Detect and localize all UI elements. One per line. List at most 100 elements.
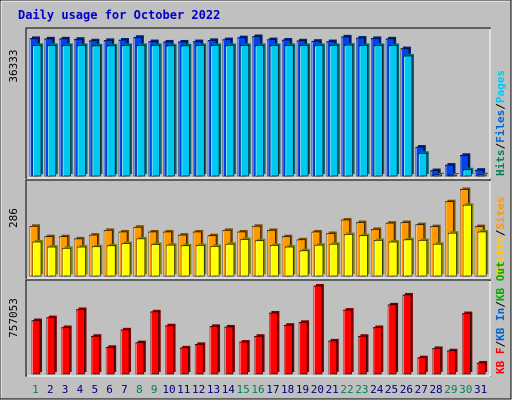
visits-sites-sites-bar-face [121, 243, 131, 277]
visits-sites-sites-bar-face [463, 204, 472, 277]
visits-sites-sites-bar-face [240, 239, 250, 277]
kbytes-kbytes-bar-face [120, 329, 130, 375]
legend-entry: Pages [494, 70, 507, 103]
pages-files-hits-pages-bar-face [463, 169, 472, 177]
x-tick-label: 12 [192, 383, 205, 396]
legend-entry: / [494, 341, 507, 348]
x-tick-label: 7 [121, 383, 128, 396]
legend-entry: / [494, 143, 507, 150]
visits-sites-sites-bar [359, 233, 370, 277]
pages-files-hits-pages-bar [388, 43, 400, 177]
pages-files-hits-pages-bar [344, 43, 355, 177]
visits-sites-sites-bar-face [166, 244, 175, 277]
x-tick-label: 17 [266, 383, 279, 396]
x-tick-label: 3 [62, 383, 69, 396]
kbytes-kbytes-bar [209, 324, 221, 375]
pages-files-hits-pages-bar-face [106, 45, 116, 177]
visits-sites-sites-bar-face [225, 243, 235, 277]
legend-entry: KB F [494, 348, 507, 375]
kbytes-kbytes-bar [343, 308, 354, 375]
legend-entry: KB In [494, 308, 507, 341]
kbytes-kbytes-bar-face [224, 326, 234, 375]
x-axis-labels: 1 2 3 4 5 6 7 8 9 10 11 12 13 14 15 16 17 18 19 20 21 22 23 24 2… [32, 383, 487, 396]
pages-files-hits-pages-bar [270, 43, 281, 177]
visits-sites-sites-bar [195, 243, 207, 277]
legend-entry: Hits [494, 150, 507, 177]
kbytes-kbytes-bar-face [105, 346, 115, 375]
chart-panels: 36333Hits/Files/Pages286Visits/Sites7570… [7, 27, 507, 377]
visits-sites-sites-bar-face [433, 243, 442, 277]
visits-sites-sites-bar [210, 244, 222, 277]
pages-files-hits-pages-bar-face [373, 45, 383, 177]
kbytes-kbytes-bar-face [150, 311, 160, 375]
kbytes-kbytes-bar [269, 310, 280, 375]
kbytes-kbytes-bar [46, 315, 57, 375]
x-tick-label: 29 [444, 383, 457, 396]
kbytes-kbytes-bar [180, 345, 191, 375]
visits-sites-sites-bar-face [47, 246, 57, 277]
visits-sites-sites-bar [388, 240, 400, 277]
pages-files-hits-pages-bar [77, 43, 88, 177]
kbytes-kbytes-bar-face [417, 357, 427, 375]
visits-sites-sites-bar-face [373, 240, 383, 277]
legend-entry: KB Out [494, 261, 507, 301]
kbytes-kbytes-bar-face [447, 350, 456, 375]
x-tick-label: 27 [415, 383, 428, 396]
pages-files-hits-pages-bar-face [344, 44, 353, 177]
pages-files-hits-pages-bar-face [136, 45, 146, 177]
kbytes-kbytes-bar-face [387, 304, 397, 375]
pages-files-hits-pages-bar [373, 43, 385, 177]
pages-files-hits-pages-bar [225, 43, 236, 177]
panel-visits-sites: 286 Visits/Sites [7, 179, 507, 279]
kbytes-kbytes-bar-face [31, 320, 41, 375]
visits-sites-sites-bar-face [181, 245, 190, 277]
pages-files-hits-pages-bar-face [403, 55, 413, 177]
x-tick-label: 24 [370, 383, 384, 396]
visits-sites-sites-bar [314, 243, 325, 277]
kbytes-kbytes-bar-face [358, 335, 367, 375]
kbytes-kbytes-bar [150, 309, 161, 375]
kbytes-kbytes-bar-face [91, 335, 100, 375]
x-tick-label: 11 [177, 383, 190, 396]
pages-files-hits-pages-bar-face [270, 45, 279, 177]
kbytes-kbytes-bar [31, 318, 42, 375]
pages-files-hits-pages-bar [314, 43, 325, 177]
panel-legend: Visits/Sites [494, 197, 507, 277]
pages-files-hits-pages-bar-face [47, 45, 57, 177]
kbytes-kbytes-bar-face [254, 335, 263, 375]
kbytes-kbytes-bar [254, 334, 265, 375]
visits-sites-sites-bar-face [32, 241, 42, 277]
pages-files-hits-pages-bar-face [240, 45, 250, 177]
pages-files-hits-pages-bar [151, 43, 162, 177]
kbytes-kbytes-bar [135, 340, 146, 375]
x-tick-label: 21 [326, 383, 339, 396]
kbytes-kbytes-bar [194, 342, 206, 375]
pages-files-hits-pages-bar-face [433, 174, 442, 177]
legend-entry: Files [494, 110, 507, 143]
x-tick-label: 14 [222, 383, 236, 396]
pages-files-hits-pages-bar [62, 43, 73, 177]
kbytes-kbytes-bar [224, 324, 235, 375]
visits-sites-sites-bar [463, 203, 474, 277]
kbytes-kbytes-bar [476, 360, 488, 375]
kbytes-kbytes-bar [372, 325, 384, 375]
pages-files-hits-pages-bar [403, 54, 414, 177]
pages-files-hits-hits-bar-face [445, 164, 454, 177]
x-tick-label: 15 [237, 383, 250, 396]
panel-legend: KB F/KB In/KB Out [494, 261, 507, 374]
kbytes-kbytes-bar [91, 334, 102, 375]
kbytes-kbytes-bar-face [432, 348, 441, 375]
x-tick-label: 18 [281, 383, 294, 396]
x-tick-label: 16 [251, 383, 264, 396]
visits-sites-sites-bar-face [106, 245, 116, 277]
kbytes-kbytes-bar [165, 323, 176, 375]
visits-sites-sites-bar-face [255, 240, 264, 277]
x-tick-label: 25 [385, 383, 398, 396]
kbytes-kbytes-bar [313, 284, 324, 375]
visits-sites-sites-bar-face [210, 246, 220, 277]
kbytes-kbytes-bar-face [298, 321, 308, 375]
pages-files-hits-pages-bar-face [418, 153, 428, 177]
